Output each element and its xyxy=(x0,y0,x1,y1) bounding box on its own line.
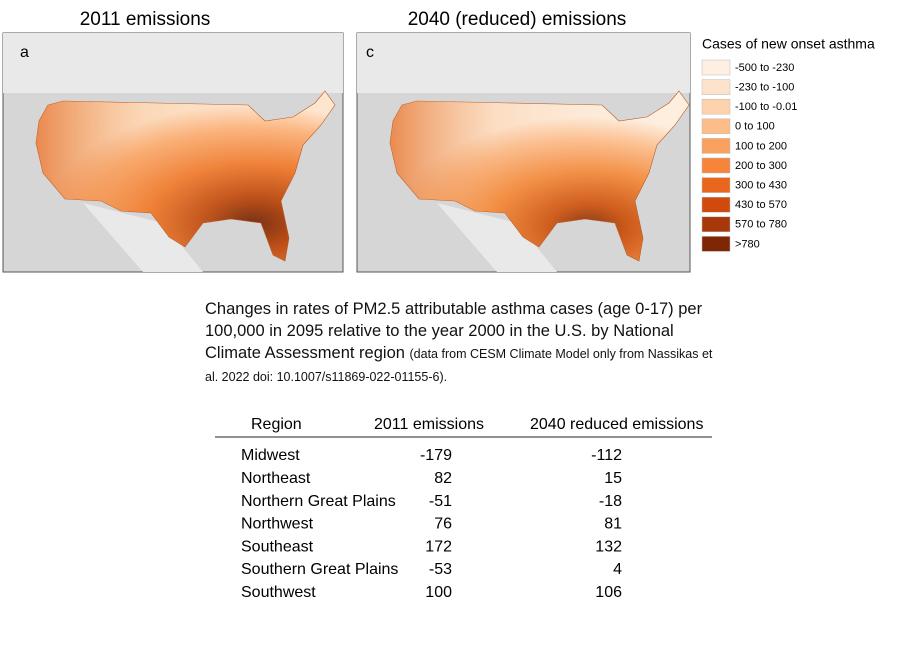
table-cell-value: 100 xyxy=(425,584,452,601)
legend-label: -230 to -100 xyxy=(735,82,794,94)
legend-swatch xyxy=(701,79,731,95)
table-cell-value: 132 xyxy=(595,538,622,555)
table-header: Region xyxy=(251,416,302,433)
land xyxy=(83,203,203,272)
table-cell-region: Midwest xyxy=(241,447,300,464)
legend-label: 300 to 430 xyxy=(735,180,787,192)
legend-label: -100 to -0.01 xyxy=(735,101,797,113)
legend-swatch xyxy=(701,138,731,154)
table-header: 2011 emissions xyxy=(374,416,484,433)
legend-label: 100 to 200 xyxy=(735,140,787,152)
map-a xyxy=(2,32,344,273)
table-cell-value: 81 xyxy=(604,516,622,533)
table-cell-value: 4 xyxy=(613,561,622,578)
caption-note: (data from CESM Climate Model only from … xyxy=(205,347,713,384)
table-cell-value: -53 xyxy=(429,561,452,578)
caption-text: Changes in rates of PM2.5 attributable a… xyxy=(205,298,725,388)
map-title: 2011 emissions xyxy=(80,9,211,30)
table-cell-region: Northeast xyxy=(241,470,311,487)
legend-swatch xyxy=(701,157,731,174)
table-cell-value: 82 xyxy=(434,470,452,487)
table-cell-value: 76 xyxy=(434,516,452,533)
legend-swatch xyxy=(701,216,731,233)
panel-label: c xyxy=(366,44,374,61)
land xyxy=(437,203,557,272)
table-cell-value: -179 xyxy=(420,447,452,464)
table-cell-value: 172 xyxy=(425,538,452,555)
table-header: 2040 reduced emissions xyxy=(530,416,703,433)
legend-label: 570 to 780 xyxy=(735,219,787,231)
land xyxy=(357,33,690,93)
table-cell-region: Northern Great Plains xyxy=(241,493,396,510)
panel-label: a xyxy=(20,44,29,61)
legend-label: 430 to 570 xyxy=(735,199,787,211)
table-cell-value: -18 xyxy=(599,493,622,510)
caption-main: Changes in rates of PM2.5 attributable a… xyxy=(205,300,703,362)
legend-label: 200 to 300 xyxy=(735,160,787,172)
table-cell-value: -112 xyxy=(591,447,622,464)
legend-swatch xyxy=(701,98,731,115)
legend-swatch xyxy=(701,196,731,213)
legend-label: >780 xyxy=(735,238,760,250)
legend-swatch xyxy=(701,177,731,193)
table-cell-region: Southern Great Plains xyxy=(241,561,398,578)
table-cell-value: -51 xyxy=(429,493,452,510)
legend-label: -500 to -230 xyxy=(735,62,794,74)
table-cell-region: Northwest xyxy=(241,516,314,533)
legend-swatch xyxy=(701,236,731,252)
map-c xyxy=(356,32,691,273)
legend-title: Cases of new onset asthma xyxy=(702,36,875,52)
table-cell-region: Southwest xyxy=(241,584,316,601)
legend-swatch xyxy=(701,118,731,135)
land xyxy=(3,33,343,93)
map-title: 2040 (reduced) emissions xyxy=(408,9,627,30)
table-cell-region: Southeast xyxy=(241,538,314,555)
table-cell-value: 106 xyxy=(595,584,622,601)
legend-swatch xyxy=(701,59,731,76)
caption: Changes in rates of PM2.5 attributable a… xyxy=(205,298,725,388)
table-cell-value: 15 xyxy=(604,470,622,487)
legend-label: 0 to 100 xyxy=(735,121,775,133)
